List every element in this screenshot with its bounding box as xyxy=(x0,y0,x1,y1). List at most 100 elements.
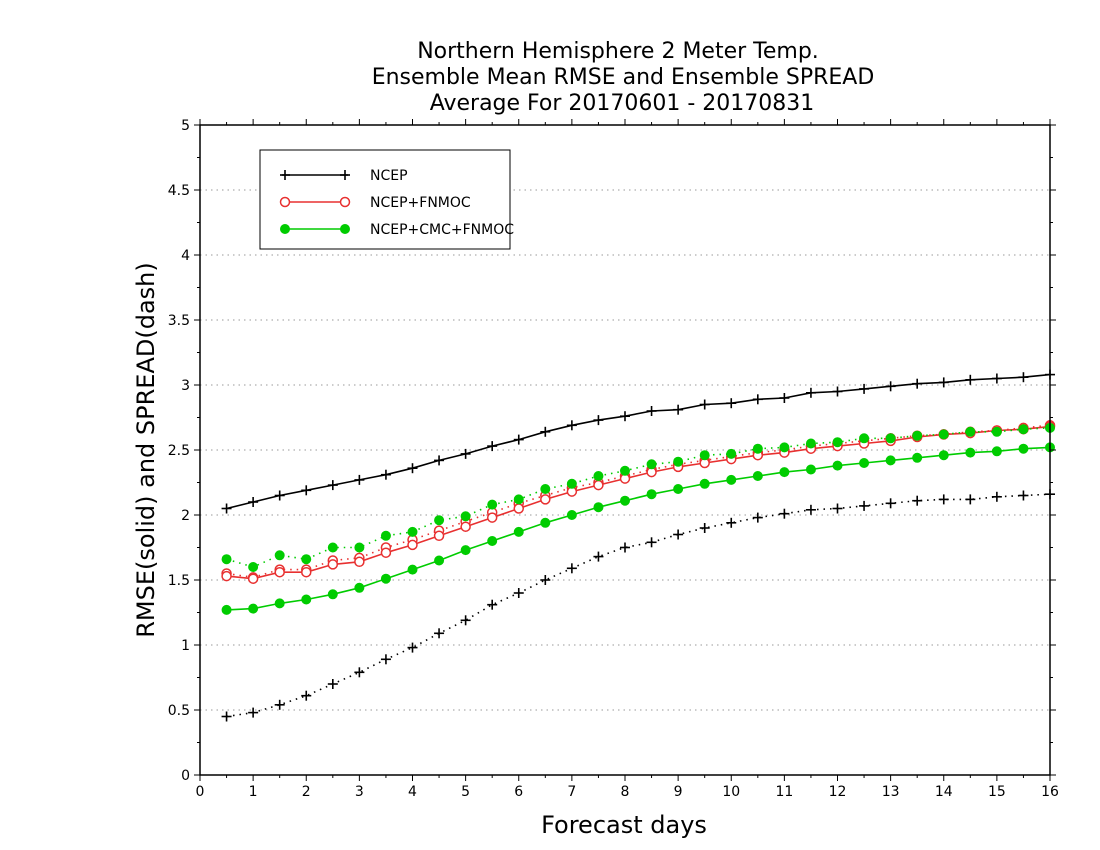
data-point-ncep-cmc-fnmoc-rmse xyxy=(699,478,710,489)
legend-item-ncep-cmc-fnmoc: NCEP+CMC+FNMOC xyxy=(280,222,514,238)
data-point-ncep-rmse xyxy=(752,394,763,405)
data-point-ncep-rmse xyxy=(221,503,232,514)
data-point-ncep-cmc-fnmoc-spread xyxy=(566,478,577,489)
data-point-ncep-cmc-fnmoc-spread xyxy=(699,450,710,461)
data-point-ncep-spread xyxy=(221,711,232,722)
series-ncep-cmc-fnmoc-rmse xyxy=(221,442,1055,615)
data-point-ncep-spread xyxy=(407,642,418,653)
data-point-ncep-spread xyxy=(646,537,657,548)
data-point-ncep-rmse xyxy=(460,448,471,459)
legend-item-ncep: NCEP xyxy=(280,168,408,184)
x-axis-label: Forecast days xyxy=(541,811,707,839)
data-point-ncep-spread xyxy=(460,615,471,626)
data-point-ncep-rmse xyxy=(434,455,445,466)
data-point-ncep-cmc-fnmoc-rmse xyxy=(274,598,285,609)
data-point-ncep-spread xyxy=(885,498,896,509)
data-point-ncep-spread xyxy=(726,517,737,528)
data-point-ncep-cmc-fnmoc-rmse xyxy=(752,471,763,481)
data-point-ncep-cmc-fnmoc-spread xyxy=(540,484,551,494)
data-point-ncep-cmc-fnmoc-rmse xyxy=(593,502,604,513)
data-point-ncep-spread xyxy=(938,494,949,505)
data-point-ncep-fnmoc-rmse xyxy=(380,547,392,558)
y-axis: 0 0.5 1 1.5 2 2.5 3 3.5 4 4.5 5 xyxy=(168,118,1056,784)
x-tick-label: 4 xyxy=(408,784,417,800)
chart-title-line-3: Average For 20170601 - 20170831 xyxy=(430,91,815,116)
y-tick-label: 3.5 xyxy=(168,313,190,329)
data-point-ncep-cmc-fnmoc-rmse xyxy=(566,510,577,520)
y-tick-label: 1.5 xyxy=(168,573,190,589)
data-point-ncep-cmc-fnmoc-spread xyxy=(859,433,870,444)
series-line-ncep-fnmoc-spread xyxy=(226,424,1051,579)
data-point-ncep-cmc-fnmoc-spread xyxy=(673,456,684,467)
data-point-ncep-cmc-fnmoc-rmse xyxy=(1018,443,1029,454)
legend-marker xyxy=(340,224,350,234)
data-point-ncep-cmc-fnmoc-rmse xyxy=(832,460,843,471)
data-point-ncep-rmse xyxy=(673,404,684,415)
data-point-ncep-rmse xyxy=(779,393,790,403)
data-point-ncep-rmse xyxy=(885,381,896,392)
data-point-ncep-cmc-fnmoc-rmse xyxy=(805,464,816,475)
data-point-ncep-rmse xyxy=(726,398,737,409)
data-point-ncep-spread xyxy=(327,679,338,689)
data-point-ncep-cmc-fnmoc-spread xyxy=(620,465,630,476)
data-point-ncep-spread xyxy=(752,512,763,523)
data-point-ncep-cmc-fnmoc-spread xyxy=(1018,424,1029,435)
data-point-ncep-spread xyxy=(301,690,312,701)
data-point-ncep-spread xyxy=(805,504,816,515)
data-point-ncep-spread xyxy=(380,654,391,665)
data-point-ncep-fnmoc-rmse xyxy=(486,512,498,523)
data-point-ncep-cmc-fnmoc-spread xyxy=(221,554,232,565)
data-point-ncep-spread xyxy=(912,495,923,506)
y-axis-label: RMSE(solid) and SPREAD(dash) xyxy=(132,262,160,638)
data-point-ncep-cmc-fnmoc-spread xyxy=(912,430,923,441)
y-tick-label: 2.5 xyxy=(168,443,190,459)
data-point-ncep-cmc-fnmoc-rmse xyxy=(513,526,524,537)
series-line-ncep-cmc-fnmoc-rmse xyxy=(226,446,1051,611)
series-line-ncep-rmse xyxy=(226,373,1051,510)
data-point-ncep-spread xyxy=(620,542,630,553)
x-tick-label: 1 xyxy=(249,784,258,800)
series-line-ncep-spread xyxy=(226,493,1051,718)
data-point-ncep-cmc-fnmoc-rmse xyxy=(327,589,338,600)
data-point-ncep-spread xyxy=(487,599,498,610)
data-point-ncep-cmc-fnmoc-rmse xyxy=(540,517,551,528)
data-point-ncep-cmc-fnmoc-spread xyxy=(646,459,657,470)
data-point-ncep-cmc-fnmoc-spread xyxy=(513,494,524,505)
data-point-ncep-rmse xyxy=(965,374,976,385)
data-point-ncep-fnmoc-rmse xyxy=(247,573,259,584)
data-point-ncep-cmc-fnmoc-spread xyxy=(380,530,391,541)
series-ncep-fnmoc-spread xyxy=(221,420,1056,583)
data-point-ncep-rmse xyxy=(646,406,657,416)
y-tick-label: 3 xyxy=(181,378,190,394)
data-point-ncep-cmc-fnmoc-rmse xyxy=(859,458,870,468)
series-ncep-spread xyxy=(221,489,1055,722)
data-point-ncep-cmc-fnmoc-spread xyxy=(965,426,976,437)
legend-marker xyxy=(339,196,351,208)
data-point-ncep-rmse xyxy=(832,386,843,397)
data-point-ncep-cmc-fnmoc-rmse xyxy=(380,573,391,584)
x-tick-label: 13 xyxy=(882,784,900,800)
chart-title-line-1: Northern Hemisphere 2 Meter Temp. xyxy=(417,39,819,64)
x-tick-label: 11 xyxy=(775,784,793,800)
legend-label: NCEP+CMC+FNMOC xyxy=(370,222,514,238)
data-point-ncep-spread xyxy=(673,529,684,540)
data-point-ncep-cmc-fnmoc-spread xyxy=(938,429,949,440)
data-point-ncep-rmse xyxy=(991,373,1002,384)
data-point-ncep-cmc-fnmoc-rmse xyxy=(487,536,498,546)
data-point-ncep-cmc-fnmoc-rmse xyxy=(912,452,923,463)
y-tick-label: 4 xyxy=(181,248,190,264)
data-point-ncep-cmc-fnmoc-spread xyxy=(779,442,790,453)
x-tick-label: 16 xyxy=(1041,784,1059,800)
x-tick-label: 10 xyxy=(722,784,740,800)
data-point-ncep-cmc-fnmoc-rmse xyxy=(965,447,976,458)
series-layer xyxy=(221,369,1056,722)
data-point-ncep-cmc-fnmoc-rmse xyxy=(221,604,232,615)
grid-lines xyxy=(200,189,1050,711)
data-point-ncep-cmc-fnmoc-spread xyxy=(593,471,604,481)
data-point-ncep-rmse xyxy=(327,480,338,491)
data-point-ncep-fnmoc-rmse xyxy=(540,494,551,505)
data-point-ncep-cmc-fnmoc-spread xyxy=(434,515,445,526)
data-point-ncep-spread xyxy=(566,563,577,574)
series-ncep-rmse xyxy=(221,369,1055,514)
